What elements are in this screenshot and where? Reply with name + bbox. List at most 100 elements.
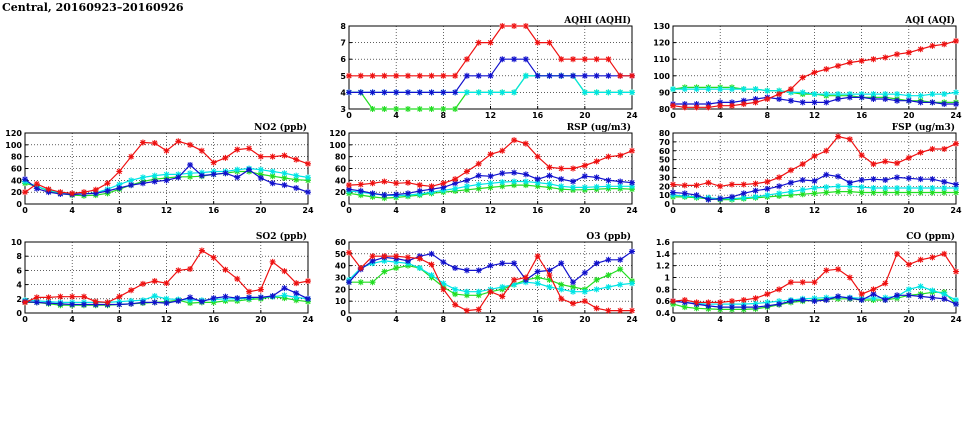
data-point: [728, 181, 735, 188]
data-point: [717, 299, 724, 306]
data-point: [570, 279, 577, 286]
data-point: [511, 178, 518, 185]
data-point: [752, 99, 759, 106]
data-point: [269, 153, 276, 160]
data-point: [728, 298, 735, 305]
data-point: [428, 72, 435, 79]
data-point: [522, 171, 529, 178]
data-point: [693, 299, 700, 306]
data-point: [546, 276, 553, 283]
data-point: [799, 74, 806, 81]
data-point: [870, 56, 877, 63]
data-point: [463, 177, 470, 184]
x-tick-label: 12: [485, 111, 496, 120]
x-tick-label: 20: [579, 206, 591, 215]
series-cyan: [670, 86, 959, 99]
data-point: [558, 72, 565, 79]
data-point: [246, 145, 253, 152]
y-tick-label: 1.4: [656, 250, 671, 259]
data-point: [835, 91, 842, 98]
data-point: [257, 166, 264, 173]
data-point: [764, 299, 771, 306]
data-point: [917, 92, 924, 99]
data-point: [293, 294, 300, 301]
data-point: [811, 153, 818, 160]
data-point: [22, 299, 28, 306]
data-point: [246, 294, 253, 301]
x-tick-label: 8: [765, 315, 771, 324]
data-point: [487, 89, 494, 96]
data-point: [581, 72, 588, 79]
data-point: [305, 295, 311, 302]
data-point: [163, 280, 170, 287]
data-point: [846, 94, 853, 101]
data-point: [187, 294, 194, 301]
data-point: [570, 288, 577, 295]
data-point: [116, 181, 123, 188]
data-point: [605, 283, 612, 290]
data-point: [705, 101, 712, 108]
data-point: [905, 292, 912, 299]
data-point: [752, 187, 759, 194]
data-point: [69, 301, 76, 308]
data-point: [558, 286, 565, 293]
data-point: [139, 180, 146, 187]
data-point: [428, 106, 435, 112]
data-point: [487, 173, 494, 180]
data-point: [823, 189, 830, 196]
data-point: [80, 293, 87, 300]
data-point: [534, 153, 541, 160]
data-point: [705, 196, 712, 203]
data-point: [858, 296, 865, 303]
data-point: [752, 304, 759, 311]
x-tick-label: 4: [717, 206, 723, 215]
data-point: [617, 183, 624, 190]
data-point: [581, 162, 588, 169]
data-point: [369, 180, 376, 187]
data-point: [728, 99, 735, 106]
y-tick-label: 40: [335, 262, 347, 271]
data-point: [463, 292, 470, 299]
data-point: [905, 286, 912, 293]
x-tick-label: 12: [485, 206, 496, 215]
data-point: [858, 189, 865, 196]
data-point: [882, 54, 889, 61]
x-tick-label: 20: [579, 315, 591, 324]
data-point: [393, 89, 400, 96]
data-point: [953, 296, 959, 303]
data-point: [269, 292, 276, 299]
data-point: [281, 182, 288, 189]
data-point: [546, 72, 553, 79]
data-point: [740, 296, 747, 303]
chart-no2: 0 4 8 12 16 20 24 0 20 40 60 80 100 120 NO2 (ppb): [5, 122, 314, 215]
data-point: [487, 262, 494, 269]
data-point: [534, 179, 541, 186]
data-point: [558, 56, 565, 63]
y-tick-label: 10: [659, 191, 671, 200]
data-point: [293, 185, 300, 192]
data-point: [570, 56, 577, 63]
data-point: [381, 268, 388, 275]
data-point: [346, 249, 352, 256]
data-point: [681, 101, 688, 108]
data-point: [522, 274, 529, 281]
y-tick-label: 7: [340, 39, 346, 48]
data-point: [581, 288, 588, 295]
data-point: [835, 188, 842, 195]
data-point: [858, 57, 865, 64]
y-tick-label: 110: [653, 55, 670, 64]
data-point: [416, 187, 423, 194]
data-point: [104, 180, 111, 187]
data-point: [882, 158, 889, 165]
chart-aqi: 0 4 8 12 16 20 24 80 90 100 110 120 130 AQI (AQI): [653, 15, 962, 120]
data-point: [905, 261, 912, 268]
data-point: [463, 72, 470, 79]
data-point: [593, 89, 600, 96]
chart-title: AQI (AQI): [904, 15, 955, 26]
y-tick-label: 30: [659, 173, 671, 182]
data-point: [33, 180, 40, 187]
data-point: [452, 301, 459, 308]
data-point: [882, 185, 889, 192]
data-point: [846, 59, 853, 66]
data-point: [617, 266, 624, 273]
